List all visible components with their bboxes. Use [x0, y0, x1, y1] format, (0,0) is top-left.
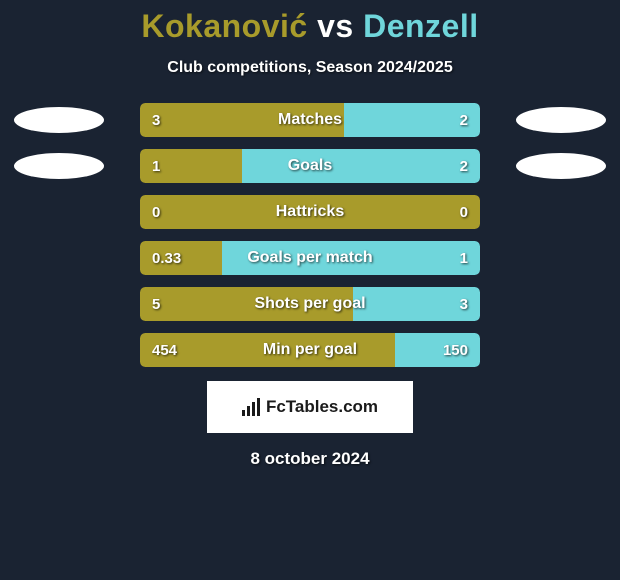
stat-row: 0.331Goals per match [0, 241, 620, 275]
stat-bar: 454150Min per goal [140, 333, 480, 367]
stat-value-right: 2 [460, 103, 468, 137]
stat-row: 32Matches [0, 103, 620, 137]
avatar-left [14, 153, 104, 179]
stat-value-right: 2 [460, 149, 468, 183]
comparison-card: Kokanović vs Denzell Club competitions, … [0, 0, 620, 469]
stat-value-right: 3 [460, 287, 468, 321]
stat-bar: 0.331Goals per match [140, 241, 480, 275]
subtitle: Club competitions, Season 2024/2025 [0, 59, 620, 77]
watermark-text: FcTables.com [266, 397, 378, 417]
page-title: Kokanović vs Denzell [0, 8, 620, 45]
stat-fill-right [222, 241, 480, 275]
stat-value-left: 1 [152, 149, 160, 183]
stat-value-left: 454 [152, 333, 177, 367]
stat-bar: 00Hattricks [140, 195, 480, 229]
stat-value-left: 0 [152, 195, 160, 229]
avatar-left [14, 107, 104, 133]
stat-row: 53Shots per goal [0, 287, 620, 321]
stat-value-right: 0 [460, 195, 468, 229]
bars-icon [242, 398, 260, 416]
stat-value-left: 3 [152, 103, 160, 137]
stats-list: 32Matches12Goals00Hattricks0.331Goals pe… [0, 103, 620, 367]
stat-fill-left [140, 103, 344, 137]
watermark: FcTables.com [207, 381, 413, 433]
stat-row: 454150Min per goal [0, 333, 620, 367]
title-player1: Kokanović [141, 8, 307, 44]
stat-bar: 12Goals [140, 149, 480, 183]
stat-row: 12Goals [0, 149, 620, 183]
stat-bar: 53Shots per goal [140, 287, 480, 321]
stat-fill-left [140, 287, 353, 321]
stat-value-right: 150 [443, 333, 468, 367]
title-vs: vs [317, 8, 354, 44]
avatar-right [516, 107, 606, 133]
stat-row: 00Hattricks [0, 195, 620, 229]
stat-fill-empty [140, 195, 480, 229]
stat-value-left: 0.33 [152, 241, 181, 275]
stat-fill-right [242, 149, 480, 183]
stat-value-right: 1 [460, 241, 468, 275]
stat-fill-left [140, 333, 395, 367]
stat-bar: 32Matches [140, 103, 480, 137]
date-label: 8 october 2024 [0, 449, 620, 469]
avatar-right [516, 153, 606, 179]
stat-value-left: 5 [152, 287, 160, 321]
title-player2: Denzell [363, 8, 479, 44]
